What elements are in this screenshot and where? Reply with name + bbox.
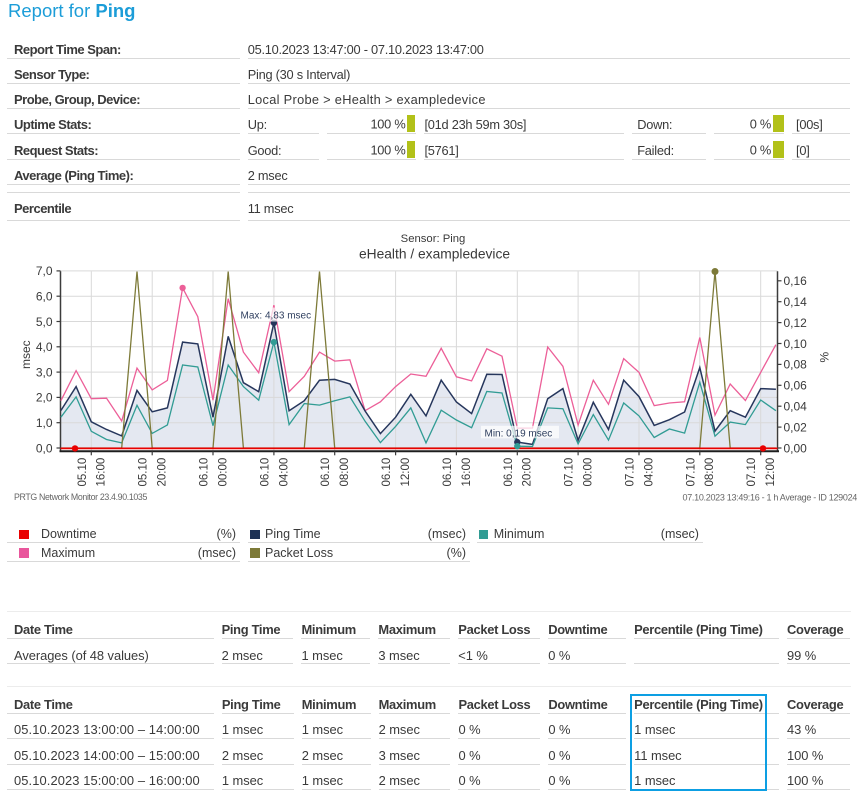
svg-text:00:00: 00:00 — [583, 458, 595, 487]
svg-text:0,00: 0,00 — [784, 441, 808, 455]
svg-text:12:00: 12:00 — [400, 458, 412, 487]
svg-text:08:00: 08:00 — [704, 458, 716, 487]
svg-text:eHealth / exampledevice: eHealth / exampledevice — [359, 247, 510, 262]
svg-text:0,10: 0,10 — [784, 337, 808, 351]
svg-text:0,12: 0,12 — [784, 316, 808, 330]
svg-text:Max: 4,83 msec: Max: 4,83 msec — [241, 311, 312, 322]
svg-text:07.10.2023 13:49:16 - 1 h Aver: 07.10.2023 13:49:16 - 1 h Average - ID 1… — [683, 493, 858, 503]
svg-text:%: % — [818, 352, 832, 363]
svg-text:4,0: 4,0 — [36, 340, 53, 354]
svg-text:07.10: 07.10 — [746, 458, 758, 487]
svg-text:05.10: 05.10 — [77, 458, 89, 487]
svg-text:07.10: 07.10 — [685, 458, 697, 487]
svg-text:5,0: 5,0 — [36, 315, 53, 329]
svg-text:0,02: 0,02 — [784, 420, 808, 434]
svg-text:Sensor: Ping: Sensor: Ping — [401, 233, 466, 245]
svg-text:16:00: 16:00 — [461, 458, 473, 487]
svg-text:06.10: 06.10 — [503, 458, 515, 487]
svg-text:0,0: 0,0 — [36, 441, 53, 455]
svg-text:00:00: 00:00 — [217, 458, 229, 487]
svg-text:0,04: 0,04 — [784, 400, 808, 414]
svg-text:2,0: 2,0 — [36, 391, 53, 405]
svg-text:08:00: 08:00 — [339, 458, 351, 487]
svg-text:6,0: 6,0 — [36, 290, 53, 304]
svg-text:12:00: 12:00 — [765, 458, 777, 487]
svg-text:05.10: 05.10 — [138, 458, 150, 487]
svg-text:06.10: 06.10 — [199, 458, 211, 487]
svg-text:04:00: 04:00 — [278, 458, 290, 487]
svg-text:0,14: 0,14 — [784, 295, 808, 309]
svg-text:16:00: 16:00 — [96, 458, 108, 487]
svg-text:3,0: 3,0 — [36, 365, 53, 379]
svg-text:0,16: 0,16 — [784, 274, 808, 288]
svg-text:1,0: 1,0 — [36, 416, 53, 430]
svg-text:7,0: 7,0 — [36, 264, 53, 278]
svg-text:msec: msec — [19, 340, 33, 369]
svg-text:PRTG Network Monitor 23.4.90.1: PRTG Network Monitor 23.4.90.1035 — [14, 492, 147, 502]
svg-text:Min: 0,19 msec: Min: 0,19 msec — [485, 428, 553, 439]
svg-text:20:00: 20:00 — [157, 458, 169, 487]
svg-text:0,06: 0,06 — [784, 379, 808, 393]
svg-text:20:00: 20:00 — [522, 458, 534, 487]
svg-text:06.10: 06.10 — [320, 458, 332, 487]
svg-text:07.10: 07.10 — [625, 458, 637, 487]
svg-text:07.10: 07.10 — [564, 458, 576, 487]
svg-text:06.10: 06.10 — [381, 458, 393, 487]
svg-text:06.10: 06.10 — [259, 458, 271, 487]
svg-text:0,08: 0,08 — [784, 358, 808, 372]
svg-text:04:00: 04:00 — [643, 458, 655, 487]
svg-text:06.10: 06.10 — [442, 458, 454, 487]
